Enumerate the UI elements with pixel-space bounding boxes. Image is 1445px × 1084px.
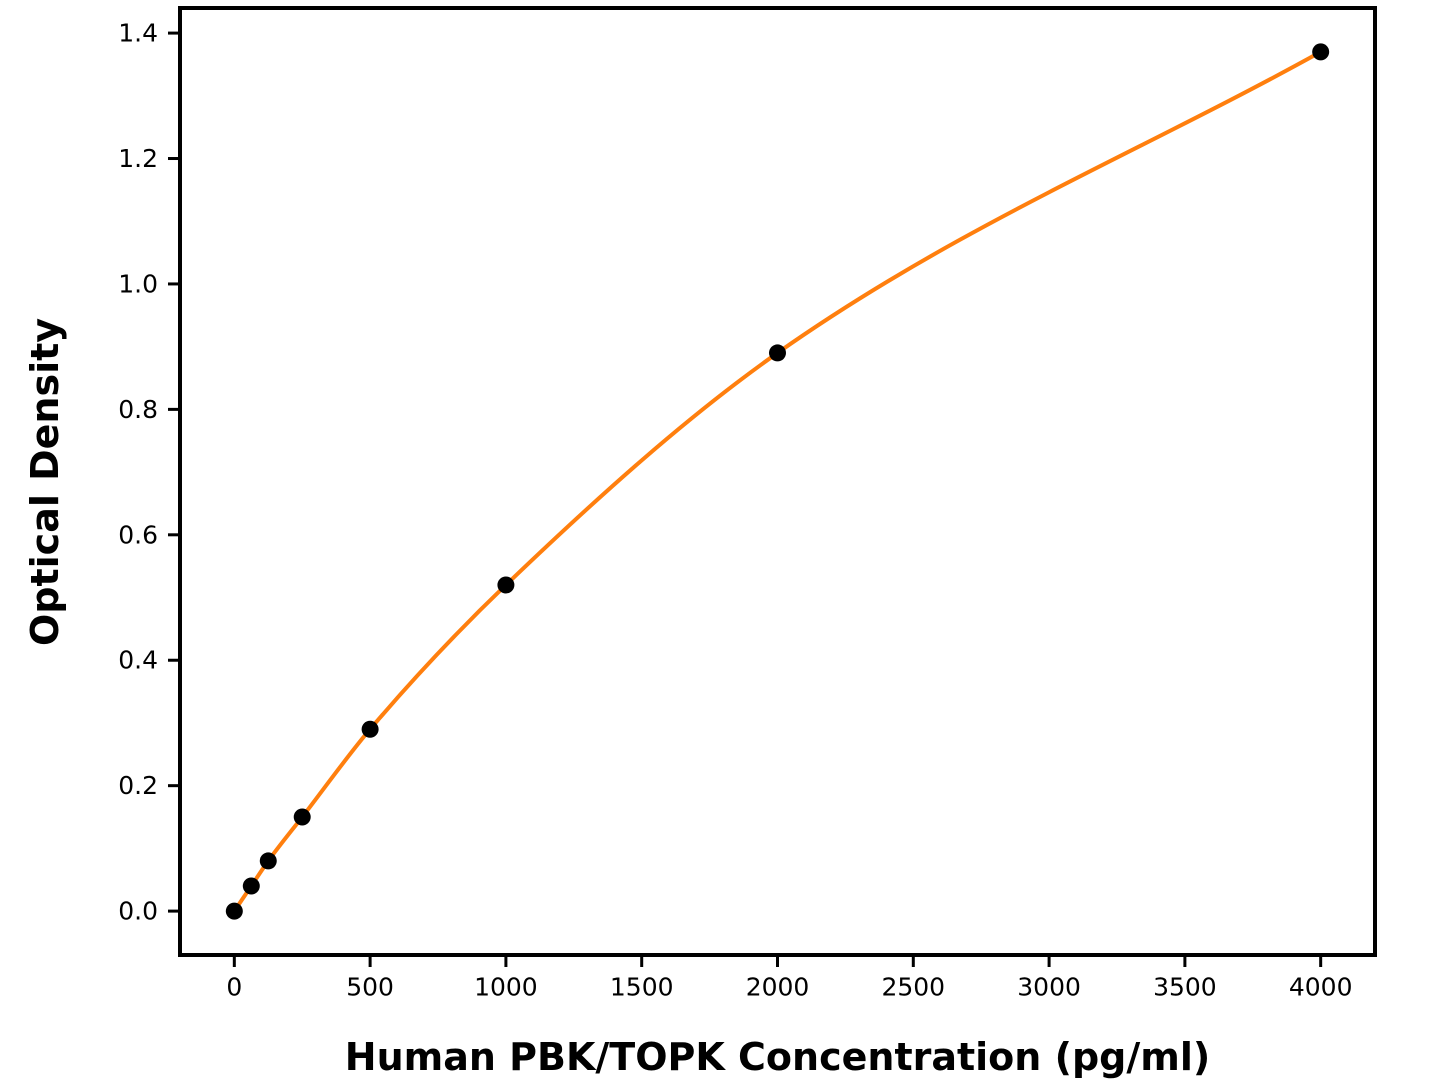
x-tick-label: 4000	[1289, 972, 1353, 1001]
y-tick-label: 0.4	[118, 646, 158, 675]
y-tick-label: 0.0	[118, 897, 158, 926]
data-point	[225, 902, 243, 920]
x-tick-label: 2000	[746, 972, 810, 1001]
x-tick-label: 1000	[474, 972, 538, 1001]
y-tick-label: 0.6	[118, 520, 158, 549]
data-point	[769, 344, 786, 362]
data-point	[293, 808, 311, 826]
data-point	[1312, 43, 1330, 61]
curve-line	[232, 49, 1323, 914]
plot-frame	[178, 6, 1377, 957]
y-axis-title: Optical Density	[23, 318, 67, 646]
x-tick-label: 1500	[610, 972, 674, 1001]
x-tick-label: 2500	[881, 972, 945, 1001]
x-tick-label: 0	[226, 972, 242, 1001]
y-tick-label: 0.2	[118, 771, 158, 800]
x-axis-title: Human PBK/TOPK Concentration (pg/ml)	[345, 1035, 1210, 1079]
y-tick-label: 1.2	[118, 144, 158, 173]
data-point	[361, 720, 379, 738]
y-tick-label: 0.8	[118, 395, 158, 424]
data-point	[242, 877, 260, 895]
x-tick-label: 3500	[1153, 972, 1217, 1001]
y-tick-label: 1.4	[118, 19, 158, 48]
plot-area: 0 500 1000 1500 2000 2500 3000 3500 4000 0.0 0.2 0.…	[118, 6, 1377, 1001]
y-tick-label: 1.0	[118, 269, 158, 298]
data-point	[497, 576, 515, 594]
x-tick-label: 3000	[1017, 972, 1081, 1001]
data-point	[259, 852, 277, 870]
x-tick-label: 500	[346, 972, 394, 1001]
